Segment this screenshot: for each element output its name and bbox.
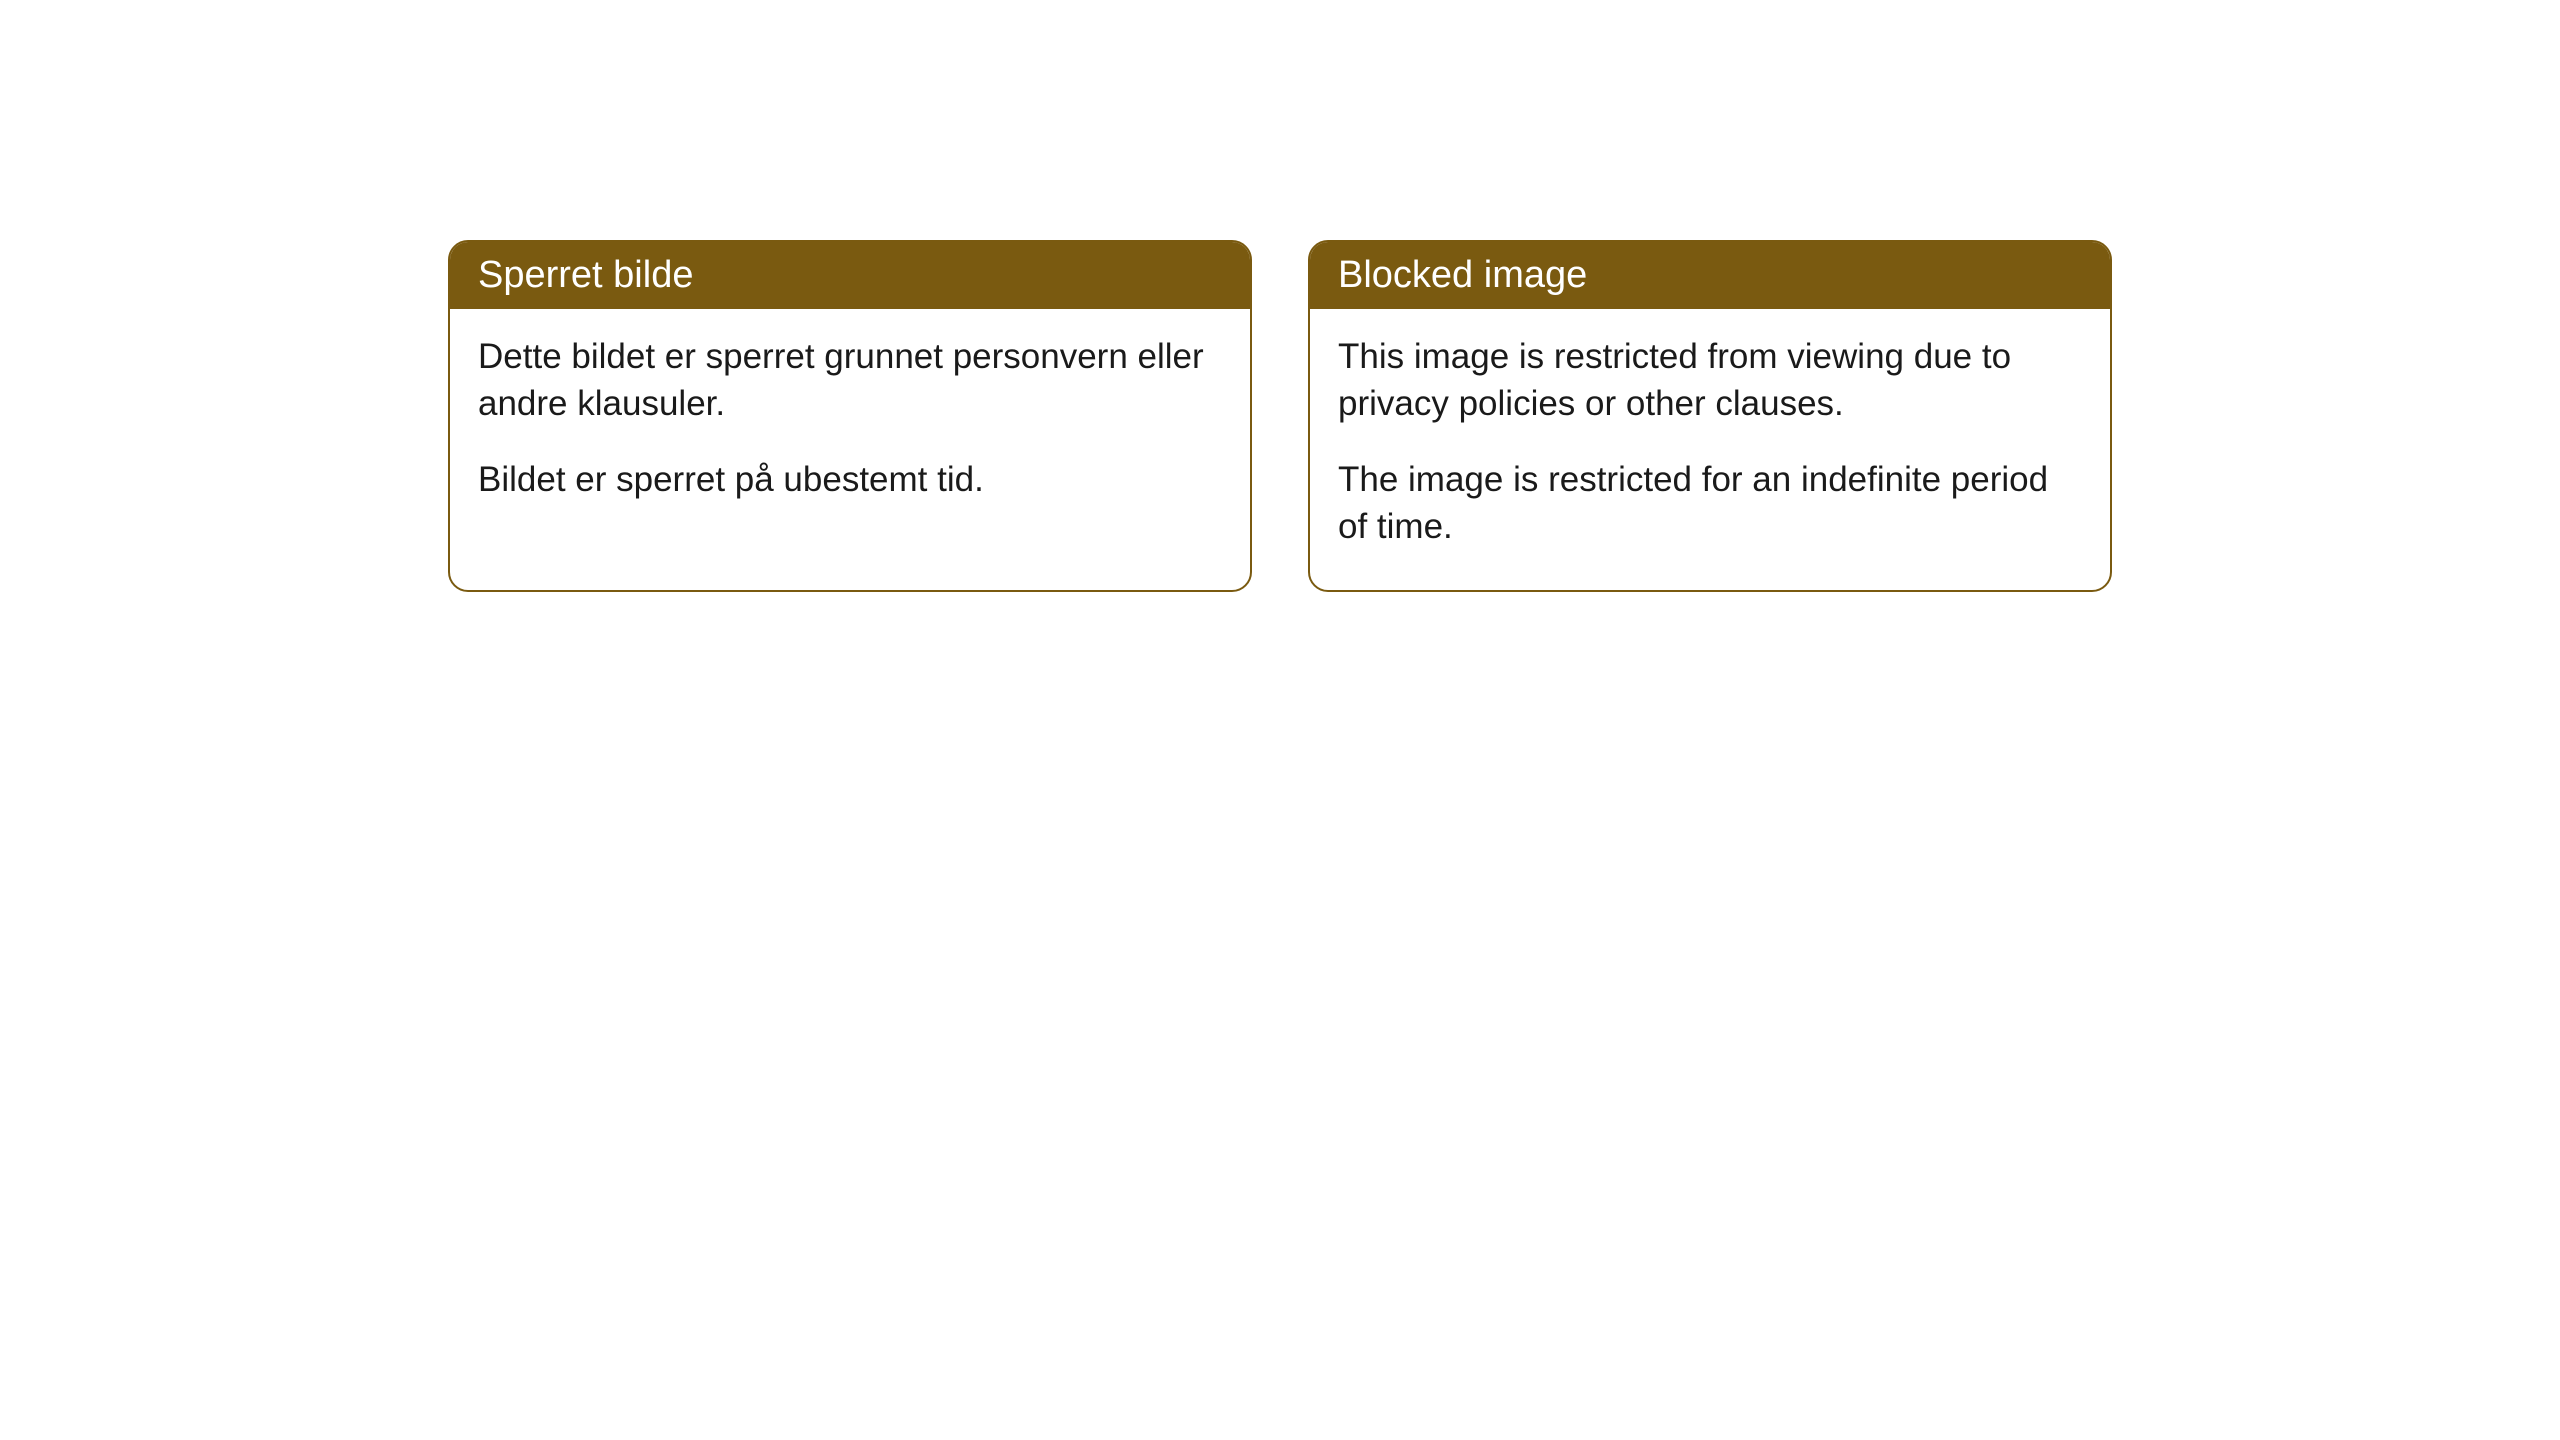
card-paragraph: Dette bildet er sperret grunnet personve… — [478, 333, 1222, 428]
notice-cards-container: Sperret bilde Dette bildet er sperret gr… — [448, 240, 2112, 592]
card-header: Blocked image — [1310, 242, 2110, 309]
card-paragraph: This image is restricted from viewing du… — [1338, 333, 2082, 428]
card-paragraph: Bildet er sperret på ubestemt tid. — [478, 456, 1222, 503]
card-body: This image is restricted from viewing du… — [1310, 309, 2110, 590]
blocked-image-card-norwegian: Sperret bilde Dette bildet er sperret gr… — [448, 240, 1252, 592]
card-title: Sperret bilde — [478, 254, 693, 296]
blocked-image-card-english: Blocked image This image is restricted f… — [1308, 240, 2112, 592]
card-paragraph: The image is restricted for an indefinit… — [1338, 456, 2082, 551]
card-header: Sperret bilde — [450, 242, 1250, 309]
card-title: Blocked image — [1338, 254, 1587, 296]
card-body: Dette bildet er sperret grunnet personve… — [450, 309, 1250, 543]
